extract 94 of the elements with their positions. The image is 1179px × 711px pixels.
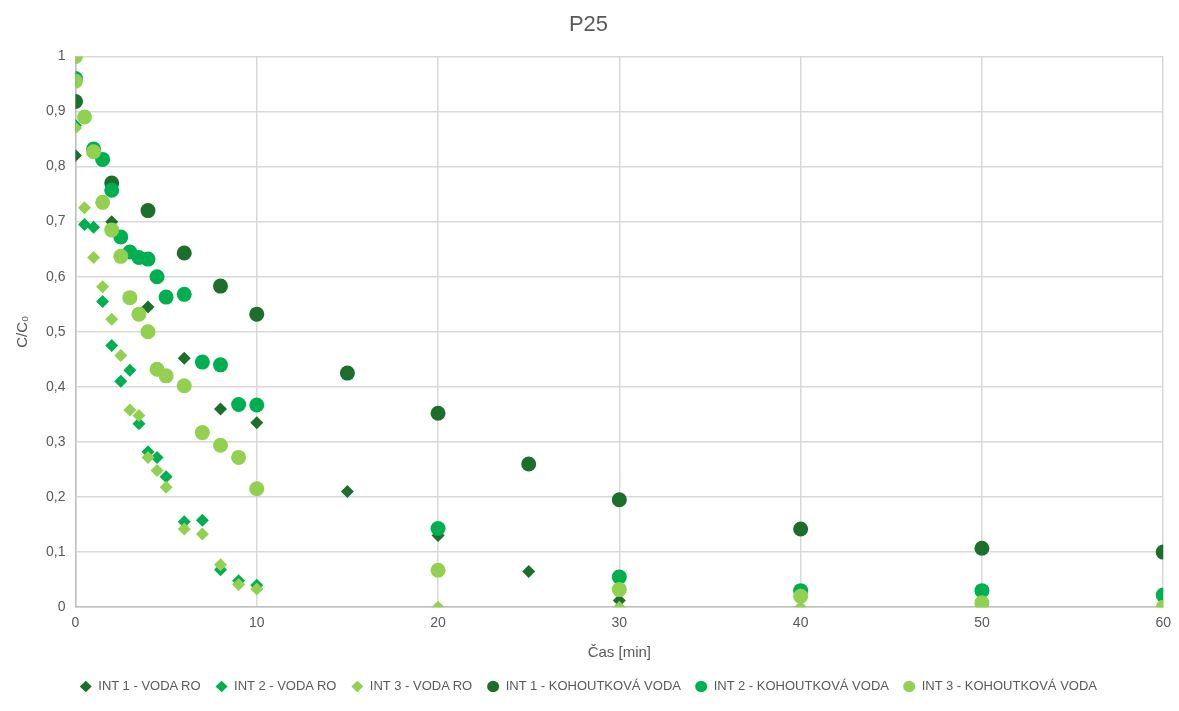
point [176, 245, 192, 261]
point [521, 456, 537, 472]
point [974, 540, 990, 556]
x-tick-label: 0 [71, 614, 80, 631]
point [122, 290, 138, 306]
y-tick-label: 1 [57, 47, 66, 64]
point [611, 582, 627, 598]
point [195, 513, 209, 527]
point [194, 354, 210, 370]
x-axis-title: Čas [min] [587, 643, 652, 661]
point [213, 357, 228, 373]
point [104, 222, 120, 238]
point [249, 306, 265, 322]
point [96, 280, 110, 294]
point [140, 324, 156, 340]
point [141, 450, 155, 464]
point [793, 588, 809, 604]
point [231, 397, 247, 413]
y-tick-label: 0,2 [45, 487, 66, 504]
point [177, 522, 191, 536]
point [95, 194, 111, 210]
legend-label: INT 2 - KOHOUTKOVÁ VODA [713, 678, 890, 694]
point [123, 403, 137, 417]
y-tick-label: 0,4 [45, 377, 66, 394]
point [213, 437, 228, 453]
legend-label: INT 1 - KOHOUTKOVÁ VODA [505, 678, 682, 694]
point [131, 306, 147, 322]
x-tick-label: 40 [792, 614, 809, 631]
point [232, 578, 246, 592]
point [104, 182, 120, 198]
legend-label: INT 3 - KOHOUTKOVÁ VODA [921, 678, 1098, 694]
x-tick-label: 20 [430, 614, 447, 631]
point [214, 402, 227, 416]
point [123, 363, 137, 377]
point [158, 368, 174, 384]
point [176, 378, 192, 394]
point [78, 217, 92, 231]
point [611, 569, 627, 585]
point [96, 295, 110, 309]
point [105, 312, 119, 326]
y-tick-label: 0,5 [45, 322, 66, 339]
point [214, 558, 227, 572]
point [150, 464, 164, 478]
point [141, 300, 155, 314]
point [113, 248, 129, 264]
point [430, 562, 446, 578]
y-tick-label: 0,8 [45, 157, 66, 174]
point [974, 595, 990, 608]
point [213, 278, 228, 294]
point [77, 109, 93, 125]
point [793, 521, 809, 537]
point [87, 220, 101, 234]
legend-label: INT 1 - VODA RO [98, 678, 201, 694]
chart-title: P25 [568, 11, 609, 37]
point [87, 250, 101, 264]
point [114, 374, 128, 388]
x-tick-label: 60 [1155, 614, 1172, 631]
x-tick-label: 10 [248, 614, 265, 631]
point [140, 251, 156, 267]
point [194, 425, 210, 441]
point [114, 348, 128, 362]
legend-label: INT 2 - VODA RO [234, 678, 337, 694]
point [339, 365, 355, 381]
x-tick-label: 30 [611, 614, 628, 631]
x-tick-label: 50 [974, 614, 990, 631]
point [430, 405, 446, 421]
point [140, 203, 156, 219]
point [159, 470, 173, 484]
point [522, 564, 536, 578]
point [611, 492, 627, 508]
point [177, 351, 191, 365]
point [430, 520, 446, 536]
point [249, 397, 265, 413]
point [249, 481, 265, 497]
point [340, 485, 354, 499]
y-tick-label: 0,7 [45, 212, 66, 229]
y-tick-label: 0,1 [45, 542, 66, 559]
point [231, 449, 247, 465]
point [105, 339, 119, 353]
point [159, 480, 173, 494]
legend-label: INT 3 - VODA RO [369, 678, 473, 694]
point [158, 289, 174, 305]
point [250, 582, 264, 596]
y-axis-title: C/C₀ [13, 315, 31, 348]
point [132, 409, 146, 423]
point [195, 527, 209, 541]
point [250, 416, 264, 430]
y-tick-label: 0,6 [45, 267, 66, 284]
y-tick-label: 0,3 [45, 432, 66, 449]
point [149, 269, 165, 285]
y-tick-label: 0,9 [45, 102, 66, 119]
y-tick-label: 0 [57, 598, 66, 615]
point [176, 286, 192, 302]
point [78, 201, 92, 215]
